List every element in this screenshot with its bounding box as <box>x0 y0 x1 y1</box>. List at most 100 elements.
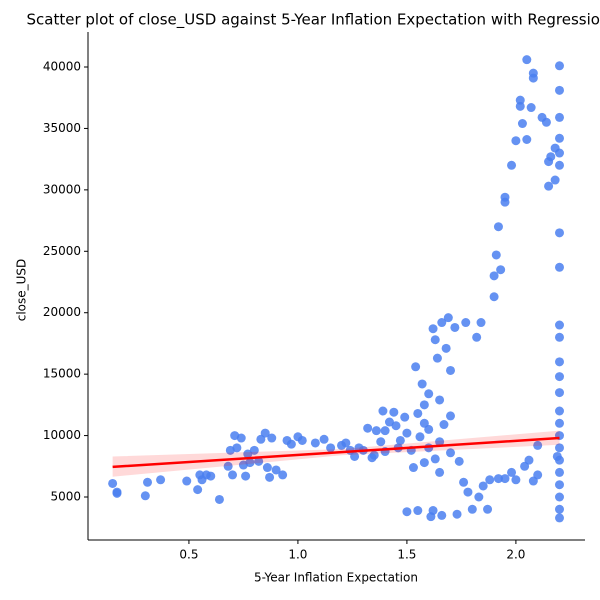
point <box>206 471 216 481</box>
point <box>526 103 536 113</box>
point <box>182 476 192 486</box>
point <box>402 507 412 517</box>
point <box>260 428 270 438</box>
point <box>419 458 429 468</box>
point <box>415 432 425 442</box>
point <box>441 343 451 353</box>
point <box>450 322 460 332</box>
point <box>554 112 564 122</box>
y-tick-label: 10000 <box>43 428 81 442</box>
point <box>493 474 503 484</box>
point <box>554 160 564 170</box>
point <box>554 372 564 382</box>
point <box>476 318 486 328</box>
point <box>467 504 477 514</box>
point <box>369 450 379 460</box>
point <box>446 448 456 458</box>
point <box>491 250 501 260</box>
point <box>524 455 534 465</box>
point <box>437 510 447 520</box>
point <box>430 335 440 345</box>
point <box>554 357 564 367</box>
point <box>223 461 233 471</box>
point <box>459 477 469 487</box>
point <box>554 443 564 453</box>
point <box>408 463 418 473</box>
point <box>554 262 564 272</box>
point <box>437 318 447 328</box>
point <box>528 73 538 83</box>
point <box>271 465 281 475</box>
x-axis-label: 5-Year Inflation Expectation <box>254 571 418 585</box>
point <box>435 395 445 405</box>
point <box>463 487 473 497</box>
point <box>554 228 564 238</box>
point <box>297 435 307 445</box>
point <box>241 471 251 481</box>
point <box>554 332 564 342</box>
point <box>461 318 471 328</box>
point <box>517 119 527 129</box>
point <box>554 61 564 71</box>
y-tick-label: 40000 <box>43 60 81 74</box>
point <box>143 477 153 487</box>
point <box>371 426 381 436</box>
point <box>376 437 386 447</box>
point <box>380 426 390 436</box>
point <box>483 504 493 514</box>
point <box>112 487 122 497</box>
point <box>108 478 118 488</box>
point <box>424 389 434 399</box>
point <box>389 407 399 417</box>
point <box>500 474 510 484</box>
point <box>245 458 255 468</box>
point <box>384 417 394 427</box>
point <box>472 332 482 342</box>
point <box>489 292 499 302</box>
point <box>554 467 564 477</box>
y-tick-label: 25000 <box>43 244 81 258</box>
chart-title: Scatter plot of close_USD against 5-Year… <box>27 11 600 30</box>
point <box>286 439 296 449</box>
point <box>341 438 351 448</box>
point <box>507 160 517 170</box>
point <box>454 456 464 466</box>
point <box>554 492 564 502</box>
point <box>496 265 506 275</box>
point <box>474 492 484 502</box>
point <box>156 475 166 485</box>
y-axis-label: close_USD <box>15 259 29 322</box>
y-tick-label: 20000 <box>43 305 81 319</box>
point <box>533 440 543 450</box>
point <box>430 454 440 464</box>
point <box>435 467 445 477</box>
x-tick-label: 2.0 <box>506 548 525 562</box>
point <box>319 434 329 444</box>
point <box>522 134 532 144</box>
point <box>528 476 538 486</box>
point <box>541 117 551 127</box>
regression-line <box>112 436 560 469</box>
point <box>428 506 438 516</box>
point <box>554 85 564 95</box>
point <box>478 481 488 491</box>
point <box>411 362 421 372</box>
y-tick-label: 35000 <box>43 121 81 135</box>
point <box>554 504 564 514</box>
point <box>554 513 564 523</box>
point <box>402 428 412 438</box>
point <box>378 406 388 416</box>
point <box>363 423 373 433</box>
point <box>489 271 499 281</box>
point <box>417 379 427 389</box>
point <box>413 506 423 516</box>
point <box>193 485 203 495</box>
point <box>546 152 556 162</box>
point <box>140 491 150 501</box>
point <box>446 411 456 421</box>
point <box>554 406 564 416</box>
point <box>428 324 438 334</box>
point <box>228 470 238 480</box>
point <box>443 313 453 323</box>
